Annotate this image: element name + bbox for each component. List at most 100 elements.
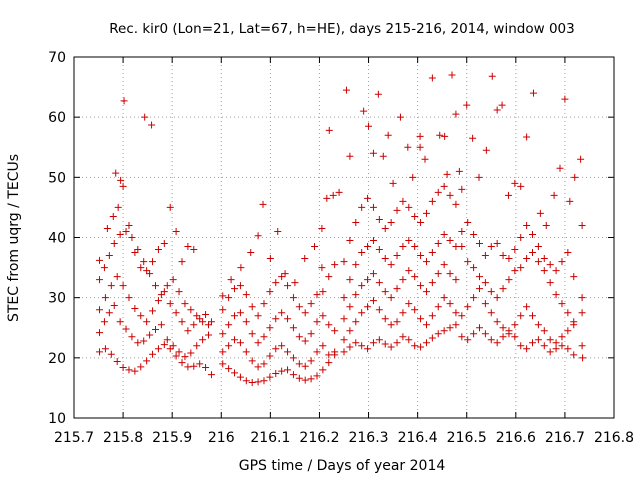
data-point bbox=[295, 303, 303, 311]
data-point bbox=[523, 221, 531, 229]
data-point bbox=[266, 373, 274, 381]
data-point bbox=[284, 315, 292, 323]
data-point bbox=[110, 240, 118, 248]
data-point bbox=[114, 203, 122, 211]
grid bbox=[74, 57, 614, 418]
data-point bbox=[113, 273, 121, 281]
data-point bbox=[225, 365, 233, 373]
data-point bbox=[346, 327, 354, 335]
data-point bbox=[464, 258, 472, 266]
data-point bbox=[227, 276, 235, 284]
data-point bbox=[564, 327, 572, 335]
data-point bbox=[202, 311, 210, 319]
data-point bbox=[405, 300, 413, 308]
data-point bbox=[340, 258, 348, 266]
data-point bbox=[148, 121, 156, 129]
data-point bbox=[96, 256, 104, 264]
data-point bbox=[281, 270, 289, 278]
data-point bbox=[369, 237, 377, 245]
data-point bbox=[464, 218, 472, 226]
data-point bbox=[284, 366, 292, 374]
data-point bbox=[428, 312, 436, 320]
data-point bbox=[546, 348, 554, 356]
data-point bbox=[340, 336, 348, 344]
data-point bbox=[325, 273, 333, 281]
data-point bbox=[358, 342, 366, 350]
data-point bbox=[278, 342, 286, 350]
data-point bbox=[404, 143, 412, 151]
data-point bbox=[493, 240, 501, 248]
data-point bbox=[389, 179, 397, 187]
data-point bbox=[278, 309, 286, 317]
data-point bbox=[112, 169, 120, 177]
data-point bbox=[346, 276, 354, 284]
data-point bbox=[505, 327, 513, 335]
data-point bbox=[358, 309, 366, 317]
data-point bbox=[446, 300, 454, 308]
data-point bbox=[374, 90, 382, 98]
chart-title: Rec. kir0 (Lon=21, Lat=67, h=HE), days 2… bbox=[109, 21, 574, 37]
data-point bbox=[278, 367, 286, 375]
data-point bbox=[517, 312, 525, 320]
data-point bbox=[434, 240, 442, 248]
data-point bbox=[360, 107, 368, 115]
data-point bbox=[352, 291, 360, 299]
data-point bbox=[578, 221, 586, 229]
data-point bbox=[421, 155, 429, 163]
data-point bbox=[199, 336, 207, 344]
data-point bbox=[566, 197, 574, 205]
data-point bbox=[517, 342, 525, 350]
data-point bbox=[440, 261, 448, 269]
data-point bbox=[202, 363, 210, 371]
data-point bbox=[422, 321, 430, 329]
data-point bbox=[399, 197, 407, 205]
data-point bbox=[311, 243, 319, 251]
data-point bbox=[517, 182, 525, 190]
data-point bbox=[381, 340, 389, 348]
data-point bbox=[446, 324, 454, 332]
x-tick-labels: 215.7 215.8 215.9 216 216.1 216.2 216.3 216.4 21… bbox=[54, 430, 634, 446]
data-point bbox=[375, 215, 383, 223]
data-point bbox=[458, 333, 466, 341]
data-point bbox=[237, 264, 245, 272]
data-point bbox=[552, 291, 560, 299]
data-point bbox=[199, 318, 207, 326]
data-point bbox=[416, 132, 424, 140]
data-point bbox=[134, 246, 142, 254]
data-point bbox=[236, 282, 244, 290]
data-point bbox=[446, 270, 454, 278]
data-point bbox=[225, 294, 233, 302]
data-point bbox=[284, 282, 292, 290]
data-point bbox=[405, 203, 413, 211]
data-point bbox=[393, 318, 401, 326]
data-point bbox=[301, 255, 309, 263]
data-point bbox=[470, 230, 478, 238]
data-point bbox=[405, 336, 413, 344]
y-tick-label: 50 bbox=[48, 170, 66, 186]
data-point bbox=[247, 249, 255, 257]
data-point bbox=[505, 276, 513, 284]
data-point bbox=[381, 288, 389, 296]
data-point bbox=[151, 326, 159, 334]
data-point bbox=[169, 276, 177, 284]
data-point bbox=[122, 325, 130, 333]
data-point bbox=[284, 348, 292, 356]
data-point bbox=[205, 331, 213, 339]
data-point bbox=[493, 339, 501, 347]
data-point bbox=[399, 276, 407, 284]
data-point bbox=[325, 351, 333, 359]
data-point bbox=[364, 345, 372, 353]
data-point bbox=[417, 252, 425, 260]
data-point bbox=[364, 276, 372, 284]
data-point bbox=[143, 318, 151, 326]
data-point bbox=[207, 318, 215, 326]
data-point bbox=[109, 212, 117, 220]
x-tick-label: 216.5 bbox=[447, 430, 487, 446]
data-point bbox=[248, 379, 256, 387]
data-point bbox=[458, 312, 466, 320]
x-tick-label: 215.8 bbox=[103, 430, 143, 446]
data-point bbox=[160, 341, 168, 349]
data-point bbox=[236, 309, 244, 317]
data-point bbox=[411, 212, 419, 220]
